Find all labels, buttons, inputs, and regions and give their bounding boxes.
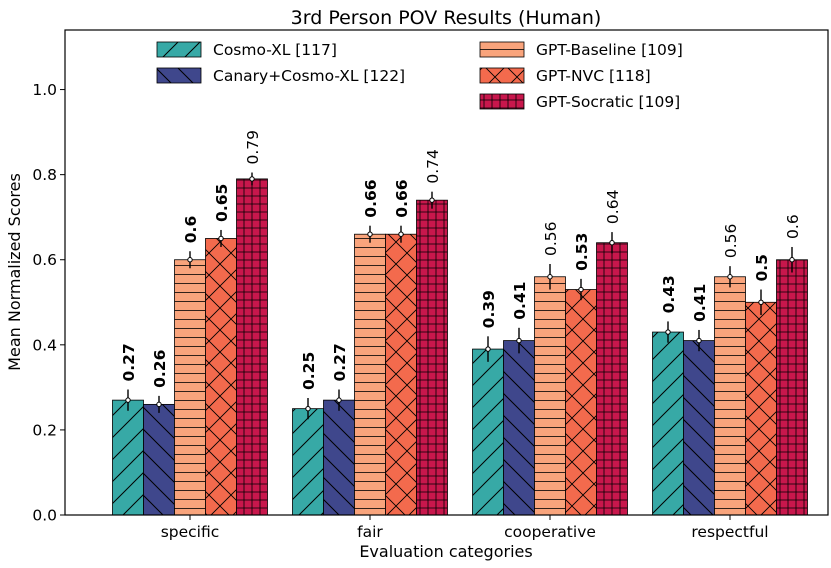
value-label-gpt-baseline-109-fair: 0.66	[362, 179, 380, 217]
series-gpt-nvc-118: 0.65 0.66 0.53 0.5	[205, 179, 777, 516]
series-canary-cosmo-xl-122: 0.26 0.27 0.41 0.41	[143, 282, 715, 516]
value-label-gpt-socratic-109-respectful: 0.6	[784, 214, 802, 239]
bar-gpt-baseline-109-fair	[354, 233, 386, 516]
legend-swatch	[479, 41, 525, 58]
legend-item-gpt-baseline-109: GPT-Baseline [109]	[479, 41, 683, 59]
x-tick-label-specific: specific	[161, 523, 220, 541]
legend-label: GPT-Socratic [109]	[536, 93, 680, 111]
bar-gpt-socratic-109-specific	[236, 178, 268, 516]
mean-marker-canary-cosmo-xl-122-fair	[336, 397, 342, 403]
value-label-canary-cosmo-xl-122-fair: 0.27	[331, 343, 349, 381]
bar-gpt-baseline-109-cooperative	[534, 276, 566, 516]
legend: Cosmo-XL [117] Canary+Cosmo-XL [122] GPT-B…	[156, 41, 683, 111]
x-axis-title: Evaluation categories	[359, 542, 532, 561]
legend-label: GPT-NVC [118]	[536, 67, 651, 85]
legend-label: Canary+Cosmo-XL [122]	[213, 67, 405, 85]
value-label-gpt-nvc-118-cooperative: 0.53	[573, 233, 591, 271]
mean-marker-gpt-nvc-118-respectful	[758, 299, 764, 305]
y-tick-label: 0.4	[32, 336, 57, 354]
bar-canary-cosmo-xl-122-cooperative	[503, 340, 535, 516]
bar-gpt-nvc-118-respectful	[745, 301, 777, 516]
x-tick-label-fair: fair	[357, 523, 383, 541]
series-gpt-baseline-109: 0.6 0.66 0.56 0.56	[174, 179, 746, 516]
value-label-gpt-socratic-109-fair: 0.74	[424, 149, 442, 184]
y-tick-label: 0.8	[32, 166, 57, 184]
value-label-gpt-nvc-118-fair: 0.66	[393, 179, 411, 217]
bar-canary-cosmo-xl-122-specific	[143, 403, 175, 516]
mean-marker-gpt-nvc-118-cooperative	[578, 286, 584, 293]
mean-marker-cosmo-xl-117-cooperative	[485, 346, 491, 352]
value-label-gpt-baseline-109-respectful: 0.56	[722, 224, 740, 259]
bar-gpt-socratic-109-respectful	[776, 259, 808, 516]
legend-item-gpt-socratic-109: GPT-Socratic [109]	[479, 93, 680, 111]
bar-canary-cosmo-xl-122-respectful	[683, 340, 715, 516]
mean-marker-canary-cosmo-xl-122-specific	[156, 401, 162, 408]
legend-item-gpt-nvc-118: GPT-NVC [118]	[479, 67, 651, 85]
mean-marker-gpt-baseline-109-specific	[187, 257, 193, 263]
value-label-gpt-nvc-118-specific: 0.65	[213, 184, 231, 222]
value-label-cosmo-xl-117-specific: 0.27	[120, 343, 138, 381]
y-tick-label: 0.2	[32, 421, 57, 439]
series-cosmo-xl-117: 0.27 0.25 0.39 0.43	[112, 275, 684, 516]
bar-cosmo-xl-117-respectful	[652, 331, 684, 516]
bar-gpt-nvc-118-fair	[385, 233, 417, 516]
mean-marker-gpt-nvc-118-specific	[218, 235, 224, 242]
value-label-gpt-socratic-109-specific: 0.79	[244, 130, 262, 165]
legend-swatch	[479, 93, 525, 110]
legend-item-cosmo-xl-117: Cosmo-XL [117]	[156, 41, 337, 59]
y-tick-label: 0.0	[32, 507, 57, 525]
mean-marker-gpt-baseline-109-respectful	[727, 274, 733, 280]
value-label-canary-cosmo-xl-122-specific: 0.26	[151, 350, 169, 388]
bar-gpt-socratic-109-cooperative	[596, 242, 628, 516]
mean-marker-cosmo-xl-117-respectful	[665, 329, 671, 335]
mean-marker-gpt-socratic-109-respectful	[789, 257, 795, 263]
mean-marker-canary-cosmo-xl-122-cooperative	[516, 337, 522, 344]
value-label-canary-cosmo-xl-122-respectful: 0.41	[691, 284, 709, 322]
mean-marker-gpt-socratic-109-fair	[429, 197, 435, 203]
value-label-gpt-baseline-109-specific: 0.6	[182, 216, 200, 243]
value-label-gpt-nvc-118-respectful: 0.5	[753, 254, 771, 281]
mean-marker-canary-cosmo-xl-122-respectful	[696, 337, 702, 344]
mean-marker-gpt-baseline-109-cooperative	[547, 274, 553, 280]
bars-group: 0.27 0.250.39 0.430.26 0.270.41 0.410.60.660…	[112, 130, 808, 516]
value-label-canary-cosmo-xl-122-cooperative: 0.41	[511, 282, 529, 320]
legend-swatch	[479, 67, 525, 84]
bar-cosmo-xl-117-cooperative	[472, 348, 504, 516]
value-label-gpt-baseline-109-cooperative: 0.56	[542, 221, 560, 256]
bar-gpt-baseline-109-specific	[174, 259, 206, 516]
value-label-cosmo-xl-117-respectful: 0.43	[660, 275, 678, 313]
bar-gpt-baseline-109-respectful	[714, 276, 746, 516]
mean-marker-gpt-socratic-109-cooperative	[609, 240, 615, 246]
legend-item-canary-cosmo-xl-122: Canary+Cosmo-XL [122]	[156, 67, 405, 85]
bar-cosmo-xl-117-fair	[292, 408, 324, 516]
legend-swatch	[156, 41, 202, 58]
bar-canary-cosmo-xl-122-fair	[323, 399, 355, 516]
chart-title: 3rd Person POV Results (Human)	[291, 7, 602, 29]
legend-label: Cosmo-XL [117]	[213, 41, 337, 59]
mean-marker-gpt-socratic-109-specific	[249, 176, 255, 182]
value-label-gpt-socratic-109-cooperative: 0.64	[604, 190, 622, 225]
bar-gpt-socratic-109-fair	[416, 199, 448, 516]
x-tick-label-respectful: respectful	[691, 523, 768, 541]
legend-swatch	[156, 67, 202, 84]
y-tick-label: 0.6	[32, 251, 57, 269]
legend-label: GPT-Baseline [109]	[536, 41, 683, 59]
axes-group: 0.0 0.2 0.4 0.6 0.8 1.0 specific fair cooperativ…	[32, 29, 829, 541]
bar-cosmo-xl-117-specific	[112, 399, 144, 516]
value-label-cosmo-xl-117-cooperative: 0.39	[480, 290, 498, 328]
value-label-cosmo-xl-117-fair: 0.25	[300, 352, 318, 390]
bar-gpt-nvc-118-specific	[205, 238, 237, 516]
bar-gpt-nvc-118-cooperative	[565, 289, 597, 516]
x-tick-label-cooperative: cooperative	[504, 523, 596, 541]
axes-frame	[64, 29, 829, 516]
mean-marker-cosmo-xl-117-fair	[305, 405, 311, 412]
y-tick-label: 1.0	[32, 81, 57, 99]
mean-marker-gpt-nvc-118-fair	[398, 231, 404, 237]
y-axis-title: Mean Normalized Scores	[5, 173, 24, 371]
mean-marker-gpt-baseline-109-fair	[367, 231, 373, 237]
mean-marker-cosmo-xl-117-specific	[125, 397, 131, 403]
series-gpt-socratic-109: 0.79 0.74 0.64 0.6	[236, 130, 808, 516]
